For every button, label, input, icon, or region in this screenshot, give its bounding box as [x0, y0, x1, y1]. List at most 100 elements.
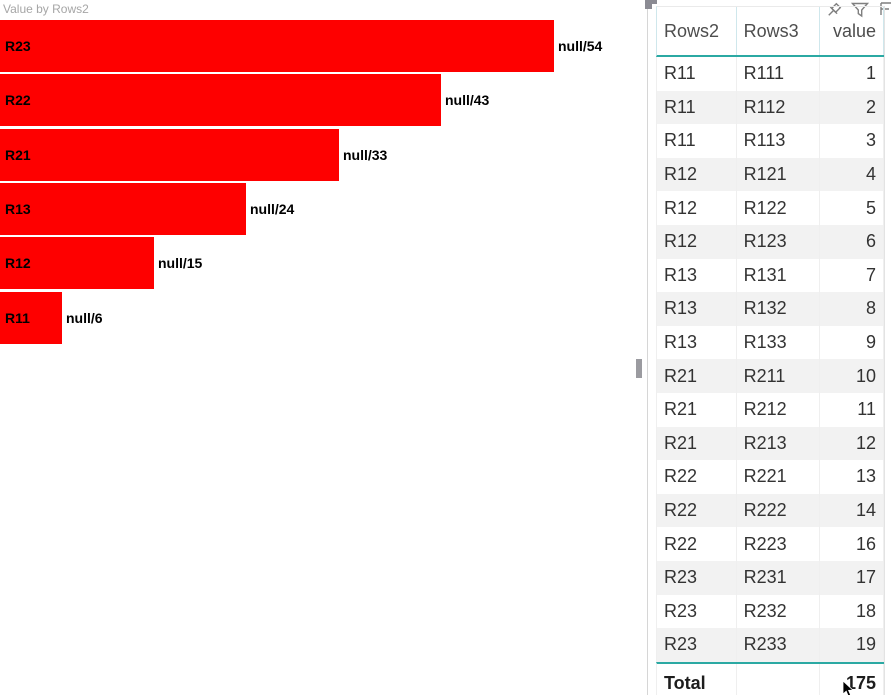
- table-cell[interactable]: R113: [737, 124, 821, 158]
- table-cell[interactable]: R133: [737, 325, 821, 360]
- table-row[interactable]: R23 R231 17: [656, 560, 884, 595]
- table-cell[interactable]: R111: [737, 57, 821, 91]
- table-cell[interactable]: R22: [657, 460, 737, 494]
- table-cell[interactable]: R11: [657, 90, 737, 125]
- table-cell[interactable]: R23: [657, 628, 737, 662]
- resize-handle-top-left-vertical[interactable]: [645, 0, 652, 9]
- table-cell[interactable]: R221: [737, 460, 821, 494]
- table-cell[interactable]: 2: [820, 90, 884, 125]
- table-row[interactable]: R21 R213 12: [656, 426, 884, 461]
- table-row[interactable]: R23 R233 19: [656, 628, 884, 662]
- table-cell[interactable]: R13: [657, 325, 737, 360]
- bar-slot: R22 null/43: [0, 74, 646, 127]
- table-cell[interactable]: 16: [820, 527, 884, 561]
- table-right-border: [884, 6, 885, 695]
- bar-r21[interactable]: R21: [0, 128, 339, 181]
- table-cell[interactable]: R12: [657, 157, 737, 192]
- table-cell[interactable]: R211: [737, 359, 821, 393]
- table-cell[interactable]: 3: [820, 124, 884, 158]
- bar-data-label: null/54: [558, 38, 603, 54]
- table-row[interactable]: R13 R132 8: [656, 292, 884, 326]
- table-cell[interactable]: R121: [737, 157, 821, 192]
- table-row[interactable]: R22 R221 13: [656, 460, 884, 494]
- bar-data-label: null/33: [343, 146, 388, 163]
- table-row[interactable]: R13 R131 7: [656, 258, 884, 293]
- bar-chart-visual[interactable]: Value by Rows2 R23 null/54 R22 null/43 R21 nu…: [0, 0, 646, 695]
- table-cell[interactable]: R21: [657, 359, 737, 393]
- table-cell[interactable]: R231: [737, 560, 821, 595]
- table-cell[interactable]: R222: [737, 493, 821, 528]
- table-cell[interactable]: 9: [820, 325, 884, 360]
- table-row[interactable]: R12 R121 4: [656, 157, 884, 192]
- table-cell[interactable]: 18: [820, 594, 884, 629]
- table-cell[interactable]: 1: [820, 57, 884, 91]
- table-cell[interactable]: 19: [820, 628, 884, 662]
- table-cell[interactable]: 6: [820, 224, 884, 259]
- table-cell[interactable]: R13: [657, 292, 737, 326]
- table-cell[interactable]: R21: [657, 426, 737, 461]
- column-header-value[interactable]: value: [820, 7, 884, 55]
- more-options-icon[interactable]: [879, 1, 892, 24]
- bar-slot: R21 null/33: [0, 128, 646, 181]
- table-row[interactable]: R11 R113 3: [656, 124, 884, 158]
- table-cell[interactable]: 10: [820, 359, 884, 393]
- resize-handle-left[interactable]: [636, 359, 642, 378]
- table-cell[interactable]: R12: [657, 224, 737, 259]
- column-header-rows2[interactable]: Rows2: [657, 7, 737, 55]
- table-row[interactable]: R11 R112 2: [656, 90, 884, 125]
- table-cell[interactable]: R122: [737, 191, 821, 225]
- table-row[interactable]: R22 R223 16: [656, 527, 884, 561]
- bar-r11[interactable]: R11: [0, 291, 62, 344]
- table-cell[interactable]: R112: [737, 90, 821, 125]
- table-row[interactable]: R22 R222 14: [656, 493, 884, 528]
- table-cell[interactable]: R213: [737, 426, 821, 461]
- table-cell[interactable]: R11: [657, 57, 737, 91]
- table-cell[interactable]: 4: [820, 157, 884, 192]
- table-cell[interactable]: 12: [820, 426, 884, 461]
- bar-r13[interactable]: R13: [0, 182, 246, 235]
- bar-category-label: R23: [5, 38, 31, 54]
- table-cell[interactable]: R22: [657, 493, 737, 528]
- table-row[interactable]: R13 R133 9: [656, 325, 884, 360]
- table-cell[interactable]: R23: [657, 594, 737, 629]
- table-cell[interactable]: R232: [737, 594, 821, 629]
- table-row[interactable]: R23 R232 18: [656, 594, 884, 629]
- table-cell[interactable]: R23: [657, 560, 737, 595]
- table-row[interactable]: R21 R211 10: [656, 359, 884, 393]
- table-cell[interactable]: R21: [657, 392, 737, 427]
- table-row[interactable]: R12 R123 6: [656, 224, 884, 259]
- table-row[interactable]: R11 R111 1: [656, 57, 884, 91]
- bar-category-label: R21: [5, 146, 31, 163]
- bar-r12[interactable]: R12: [0, 237, 154, 290]
- table-cell[interactable]: R131: [737, 258, 821, 293]
- table-cell[interactable]: R212: [737, 392, 821, 427]
- table-cell[interactable]: 14: [820, 493, 884, 528]
- table-cell[interactable]: 7: [820, 258, 884, 293]
- table-cell[interactable]: 5: [820, 191, 884, 225]
- filter-icon[interactable]: [850, 1, 870, 24]
- bar-category-label: R12: [5, 255, 31, 272]
- table-row[interactable]: R21 R212 11: [656, 392, 884, 427]
- table-cell[interactable]: R13: [657, 258, 737, 293]
- table-row[interactable]: R12 R122 5: [656, 191, 884, 225]
- bar-r22[interactable]: R22: [0, 74, 441, 127]
- table: Rows2 Rows3 value R11 R111 1 R11 R112 2 R11 R11…: [656, 6, 884, 695]
- table-cell[interactable]: R11: [657, 124, 737, 158]
- table-cell[interactable]: R12: [657, 191, 737, 225]
- bar-slot: R23 null/54: [0, 20, 646, 72]
- table-cell[interactable]: R22: [657, 527, 737, 561]
- table-cell[interactable]: 13: [820, 460, 884, 494]
- bar-r23[interactable]: R23: [0, 20, 554, 72]
- table-cell[interactable]: R132: [737, 292, 821, 326]
- table-cell[interactable]: 8: [820, 292, 884, 326]
- table-cell[interactable]: 11: [820, 392, 884, 427]
- table-visual[interactable]: Rows2 Rows3 value R11 R111 1 R11 R112 2 R11 R11…: [636, 0, 892, 695]
- table-cell[interactable]: 17: [820, 560, 884, 595]
- bar-category-label: R11: [5, 309, 30, 326]
- table-cell[interactable]: R123: [737, 224, 821, 259]
- bar-data-label: null/43: [445, 92, 490, 109]
- bar-category-label: R22: [5, 92, 31, 109]
- table-cell[interactable]: R233: [737, 628, 821, 662]
- table-cell[interactable]: R223: [737, 527, 821, 561]
- column-header-rows3[interactable]: Rows3: [737, 7, 821, 55]
